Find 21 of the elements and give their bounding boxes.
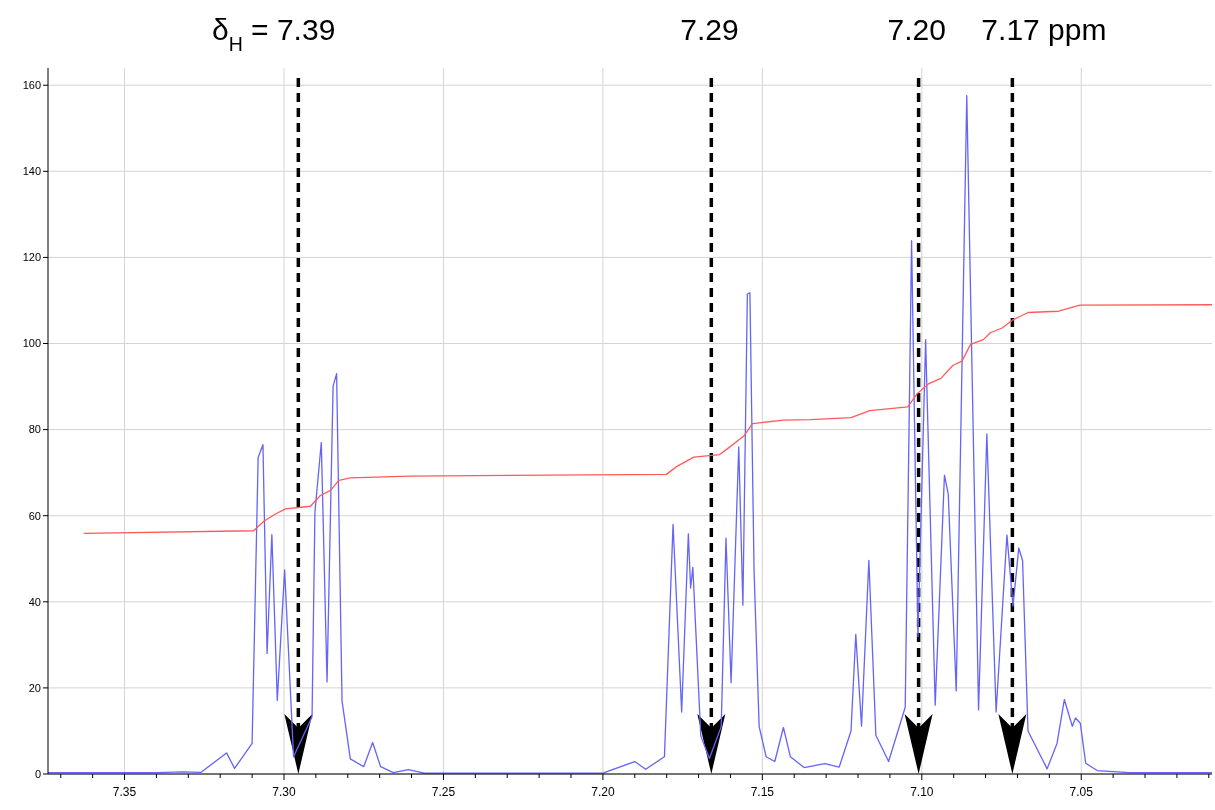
y-tick-label: 80 bbox=[28, 423, 41, 436]
y-tick-label: 0 bbox=[34, 767, 41, 780]
y-tick-label: 140 bbox=[22, 165, 41, 178]
y-tick-label: 40 bbox=[28, 595, 41, 608]
y-tick-label: 60 bbox=[28, 509, 41, 522]
text: 7.20 bbox=[887, 13, 946, 46]
y-tick-label: 120 bbox=[22, 251, 41, 264]
y-tick-label: 100 bbox=[22, 337, 41, 350]
text: 7.29 bbox=[680, 13, 739, 46]
y-tick-label: 20 bbox=[28, 681, 41, 694]
text: δ$_{H}$ = 7.39 bbox=[211, 13, 336, 55]
text: 7.17 ppm bbox=[981, 13, 1107, 46]
y-tick-label: 160 bbox=[22, 79, 41, 92]
x-tick-label: 7.30 bbox=[272, 785, 296, 799]
x-tick-label: 7.35 bbox=[112, 785, 137, 799]
x-tick-label: 7.20 bbox=[591, 785, 615, 799]
x-tick-label: 7.15 bbox=[750, 785, 775, 799]
x-tick-label: 7.10 bbox=[910, 785, 934, 799]
x-tick-label: 7.05 bbox=[1069, 785, 1094, 799]
line-series bbox=[83, 304, 1213, 535]
x-tick-label: 7.25 bbox=[431, 785, 456, 799]
